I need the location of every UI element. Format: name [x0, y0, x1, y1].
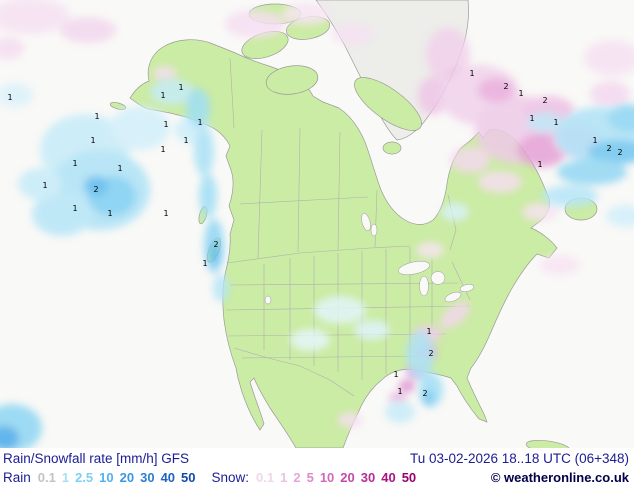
precip-value-label: 1	[163, 120, 168, 129]
legend-scale-value: 0.1	[37, 470, 56, 485]
legend-scale-value: 0.1	[256, 470, 275, 485]
precip-value-label: 2	[93, 185, 98, 194]
precip-value-label: 1	[426, 327, 431, 336]
precip-value-label: 1	[42, 181, 47, 190]
legend-scale-value: 2.5	[75, 470, 94, 485]
precip-value-label: 1	[90, 136, 95, 145]
precip-value-label: 1	[518, 89, 523, 98]
snow-scale: 0.1 1 2 5 10 20 30 40 50	[256, 469, 416, 486]
rain-scale: 0.1 1 2.5 10 20 30 40 50	[38, 469, 196, 486]
rain-precipitation-layer	[0, 79, 634, 448]
legend-scale-value: 40	[381, 470, 396, 485]
precip-value-label: 2	[428, 349, 433, 358]
precip-value-label: 1	[163, 209, 168, 218]
precip-value-label: 1	[72, 204, 77, 213]
legend-scale-value: 50	[401, 470, 417, 485]
legend-scale-value: 1	[280, 470, 288, 485]
precip-value-label: 1	[72, 159, 77, 168]
precip-value-label: 1	[202, 259, 207, 268]
precip-value-label: 1	[537, 160, 542, 169]
precip-value-label: 2	[213, 240, 218, 249]
chart-title: Rain/Snowfall rate [mm/h] GFS	[3, 451, 190, 466]
precip-value-label: 2	[617, 148, 622, 157]
precip-value-label: 1	[529, 114, 534, 123]
legend-scale-value: 50	[181, 470, 196, 485]
precip-value-label: 1	[469, 69, 474, 78]
great-lakes	[264, 212, 475, 305]
legend-footer: Rain/Snowfall rate [mm/h] GFS Tu 03-02-2…	[0, 448, 634, 490]
legend-scale-value: 10	[319, 470, 335, 485]
legend-scale-value: 20	[119, 470, 135, 485]
precip-value-label: 1	[7, 93, 12, 102]
precip-value-label: 1	[178, 83, 183, 92]
precip-value-label: 1	[553, 118, 558, 127]
precip-value-label: 1	[183, 136, 188, 145]
snow-legend-label: Snow:	[211, 470, 250, 485]
precip-value-label: 1	[117, 164, 122, 173]
precip-value-label: 2	[606, 144, 611, 153]
legend-title-row: Rain/Snowfall rate [mm/h] GFS Tu 03-02-2…	[0, 450, 634, 468]
datetime-label: Tu 03-02-2026 18..18 UTC (06+348)	[409, 451, 629, 466]
precip-value-label: 1	[160, 91, 165, 100]
legend-scale-value: 30	[360, 470, 376, 485]
copyright-label: © weatheronline.co.uk	[490, 470, 629, 485]
rain-legend-label: Rain	[3, 470, 31, 485]
precip-value-label: 1	[393, 370, 398, 379]
precip-value-label: 2	[503, 82, 508, 91]
legend-scale-value: 1	[61, 470, 70, 485]
precip-value-label: 1	[94, 112, 99, 121]
legend-scale-value: 40	[160, 470, 176, 485]
precip-value-label: 1	[160, 145, 165, 154]
precip-value-label: 1	[197, 118, 202, 127]
precip-value-label: 2	[542, 96, 547, 105]
legend-scale-value: 5	[306, 470, 314, 485]
precip-value-label: 1	[592, 136, 597, 145]
legend-scale-value: 2	[293, 470, 301, 485]
legend-scale-value: 20	[340, 470, 355, 485]
legend-scale-value: 10	[99, 470, 114, 485]
precip-value-label: 1	[107, 209, 112, 218]
legend-scale-row: Rain 0.1 1 2.5 10 20 30 40 50 Snow: 0.1 1 2 5 10 20 3…	[0, 468, 634, 486]
north-america-landmass	[109, 3, 598, 448]
precip-value-label: 2	[422, 389, 427, 398]
legend-scale-value: 30	[140, 470, 155, 485]
precip-value-label: 1	[397, 387, 402, 396]
